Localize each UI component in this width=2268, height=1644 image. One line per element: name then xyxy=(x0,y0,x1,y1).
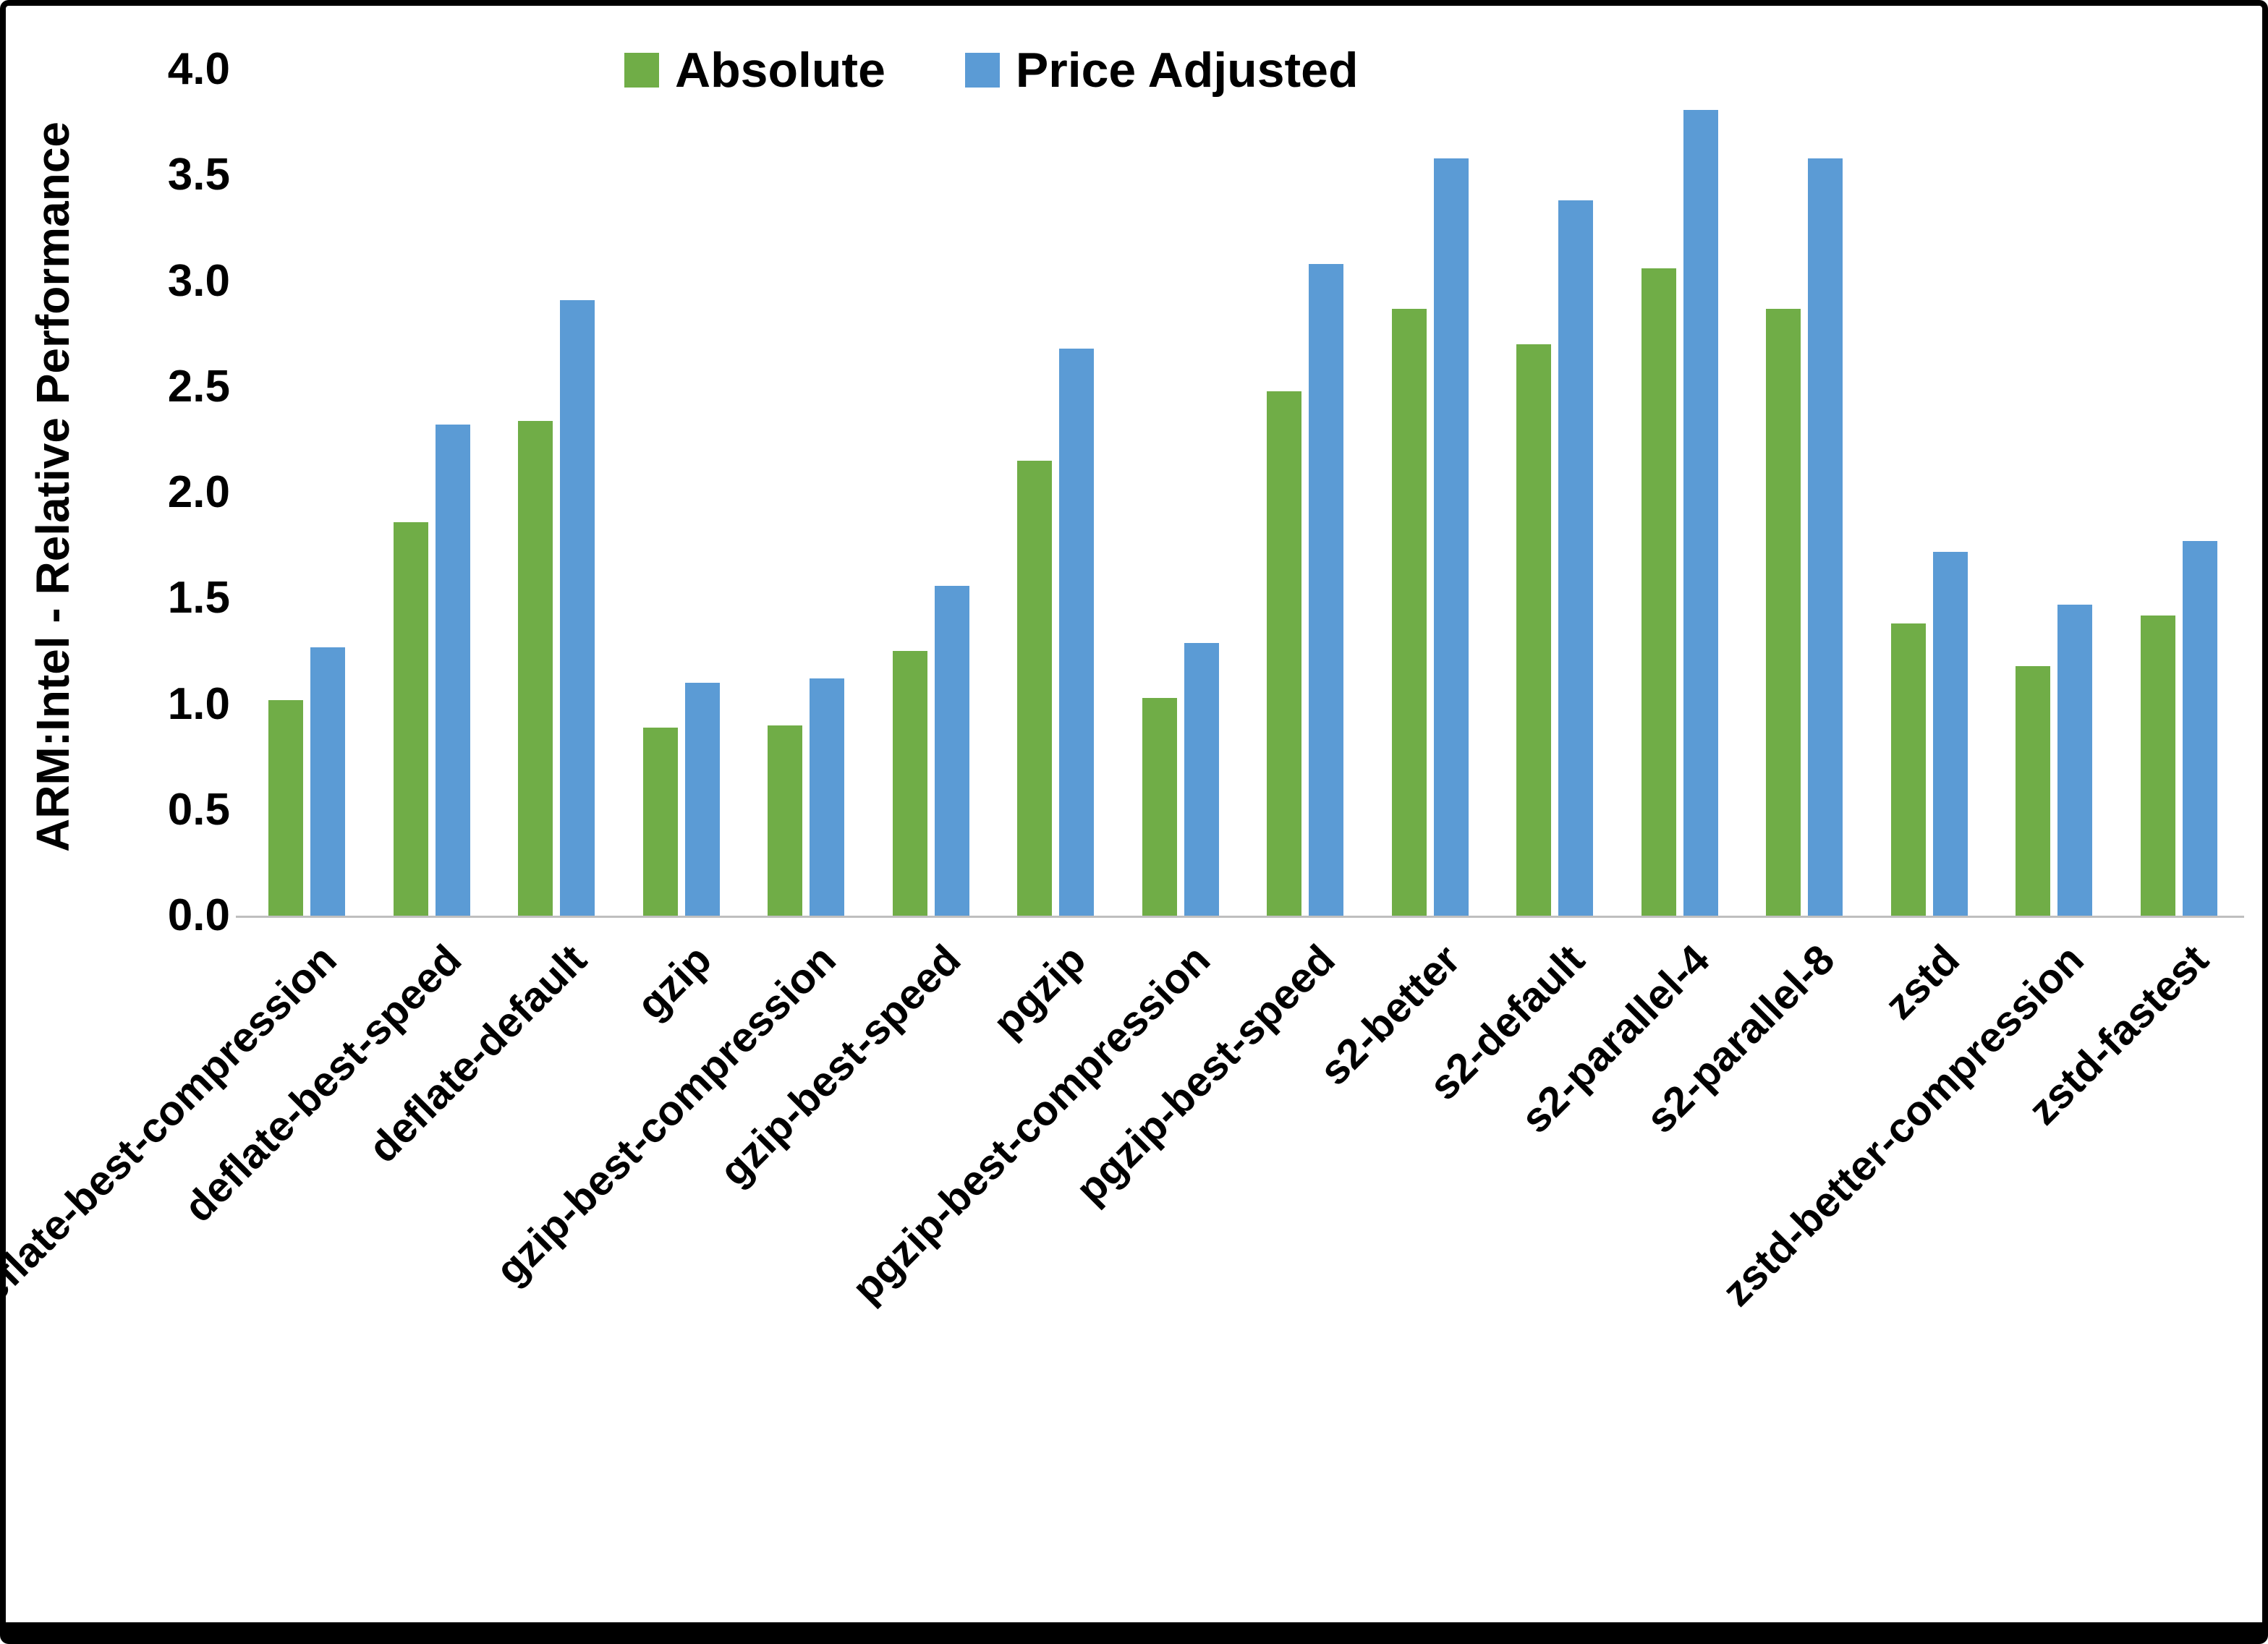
legend-item-absolute: Absolute xyxy=(624,46,885,95)
absolute-bar xyxy=(268,699,304,916)
y-tick-label: 0.5 xyxy=(167,784,230,835)
absolute-bar xyxy=(1017,461,1053,916)
x-axis-label: gzip xyxy=(627,935,721,1028)
absolute-bar xyxy=(1766,308,1801,916)
legend: Absolute Price Adjusted xyxy=(624,46,1359,95)
price-adjusted-bar xyxy=(684,683,720,916)
y-tick-label: 2.5 xyxy=(167,361,230,412)
price-adjusted-bar xyxy=(310,647,346,916)
legend-item-price-adjusted: Price Adjusted xyxy=(964,43,1359,98)
price-adjusted-bar xyxy=(435,425,470,916)
y-axis-ticks: 0.0 0.5 1.0 1.5 2.0 2.5 3.0 3.5 4.0 xyxy=(85,44,230,940)
bar-group xyxy=(1243,69,1368,916)
price-adjusted-bar xyxy=(1059,349,1095,916)
bar-group xyxy=(2117,69,2242,916)
plot-area xyxy=(245,69,2241,916)
absolute-bar xyxy=(518,420,553,916)
bar-group xyxy=(494,69,619,916)
y-tick-label: 2.0 xyxy=(167,467,230,517)
absolute-bar xyxy=(1267,391,1302,916)
bar-group xyxy=(245,69,370,916)
y-tick-label: 3.0 xyxy=(167,255,230,306)
absolute-bar xyxy=(642,727,678,916)
legend-label-price-adjusted: Price Adjusted xyxy=(1015,43,1359,98)
x-axis-label: zstd xyxy=(1875,935,1968,1028)
price-adjusted-bar xyxy=(2182,541,2217,916)
absolute-swatch-icon xyxy=(624,53,659,88)
absolute-bar xyxy=(1641,268,1676,916)
bar-group xyxy=(1368,69,1493,916)
price-adjusted-bar xyxy=(1309,264,1344,916)
y-tick-label: 1.5 xyxy=(167,573,230,623)
bar-group xyxy=(619,69,744,916)
price-adjusted-bar xyxy=(1808,158,1843,916)
x-axis-label: pgzip xyxy=(984,935,1095,1047)
y-tick-label: 1.0 xyxy=(167,678,230,729)
absolute-bar xyxy=(393,521,428,916)
bar-group xyxy=(1492,69,1618,916)
bar-group xyxy=(993,69,1118,916)
y-axis-title-text: ARM:Intel - Relative Performance xyxy=(27,121,79,853)
price-adjusted-bar xyxy=(1558,200,1594,916)
price-adjusted-bar xyxy=(1683,109,1718,916)
x-axis-label: deflate-default xyxy=(359,935,596,1172)
absolute-bar xyxy=(1142,697,1177,916)
absolute-bar xyxy=(768,725,803,916)
absolute-bar xyxy=(1890,623,1926,916)
bar-group xyxy=(1618,69,1743,916)
price-adjusted-swatch-icon xyxy=(964,53,1000,88)
legend-label-absolute: Absolute xyxy=(675,43,885,98)
y-tick-label: 0.0 xyxy=(167,890,230,940)
price-adjusted-bar xyxy=(560,299,595,916)
x-axis-label: gzip-best-speed xyxy=(710,935,970,1196)
price-adjusted-bar xyxy=(1433,158,1469,916)
bar-group xyxy=(744,69,869,916)
bar-group xyxy=(370,69,495,916)
absolute-bar xyxy=(892,651,927,916)
absolute-bar xyxy=(1516,344,1552,916)
price-adjusted-bar xyxy=(934,585,969,916)
x-axis-line xyxy=(236,916,2244,918)
price-adjusted-bar xyxy=(2057,605,2093,916)
bar-group xyxy=(1992,69,2117,916)
y-axis-title: ARM:Intel - Relative Performance xyxy=(13,56,93,917)
price-adjusted-bar xyxy=(1184,642,1219,916)
absolute-bar xyxy=(2016,665,2051,916)
y-tick-label: 4.0 xyxy=(167,44,230,94)
bar-group xyxy=(1742,69,1867,916)
bar-group xyxy=(1867,69,1992,916)
absolute-bar xyxy=(2140,615,2175,916)
price-adjusted-bar xyxy=(810,678,845,916)
absolute-bar xyxy=(1391,308,1427,916)
bar-group xyxy=(1118,69,1244,916)
bar-group xyxy=(869,69,994,916)
price-adjusted-bar xyxy=(1932,551,1968,916)
y-tick-label: 3.5 xyxy=(167,150,230,200)
